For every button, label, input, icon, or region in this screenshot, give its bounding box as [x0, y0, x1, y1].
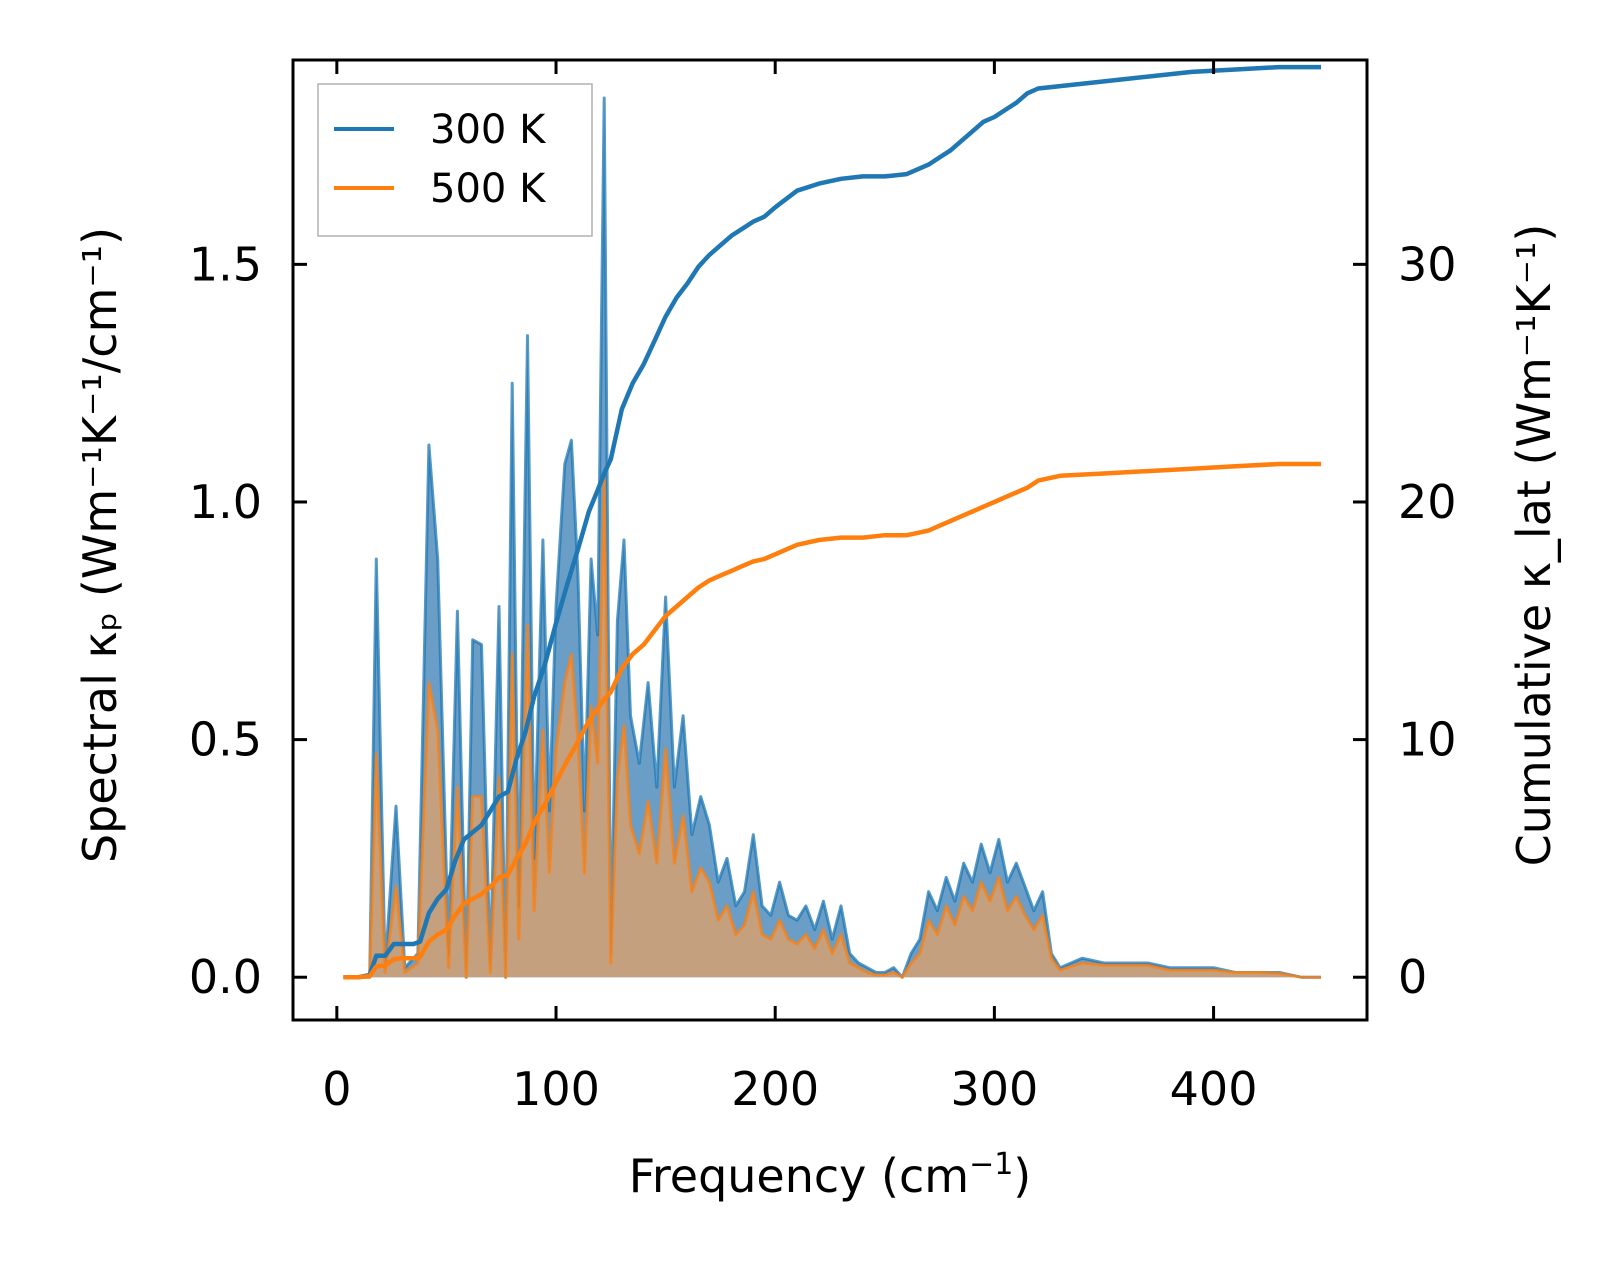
y-left-tick-label: 0.5	[189, 713, 262, 767]
cumulative-line-500K	[343, 461, 1321, 980]
cumulative-line-300K	[343, 64, 1321, 980]
legend-label-500K: 500 K	[430, 166, 547, 212]
series-lines	[343, 64, 1321, 980]
spectral-fill-500K	[343, 478, 1321, 978]
x-tick-label: 100	[512, 1062, 600, 1116]
y-axis-label-left: Spectral κₚ (Wm⁻¹K⁻¹/cm⁻¹)	[73, 227, 127, 863]
x-tick-label: 300	[950, 1062, 1038, 1116]
y-axis-label-right: Cumulative κ_lat (Wm⁻¹K⁻¹)	[1507, 224, 1561, 867]
y-right-tick-label: 0	[1398, 950, 1427, 1004]
y-left-tick-label: 0.0	[189, 950, 262, 1004]
legend: 300 K 500 K	[317, 83, 593, 237]
legend-box	[317, 83, 593, 237]
y-right-tick-label: 30	[1398, 237, 1457, 291]
spectral-line-500K	[343, 476, 1321, 979]
legend-label-300K: 300 K	[430, 107, 547, 153]
spectral-fills	[343, 96, 1321, 979]
y-left-tick-label: 1.5	[189, 237, 262, 291]
x-tick-label: 400	[1170, 1062, 1258, 1116]
y-right-tick-label: 10	[1398, 713, 1457, 767]
x-axis-label: Frequency (cm−1)	[629, 1147, 1032, 1203]
x-tick-label: 200	[731, 1062, 819, 1116]
y-left-tick-label: 1.0	[189, 475, 262, 529]
x-tick-label: 0	[322, 1062, 351, 1116]
axis-ticks: 0 100 200 300 400 0.0 0.5 1.0 1.5 0 10 20 30	[189, 60, 1457, 1116]
y-right-tick-label: 20	[1398, 475, 1457, 529]
plot-frame	[291, 58, 1369, 1022]
